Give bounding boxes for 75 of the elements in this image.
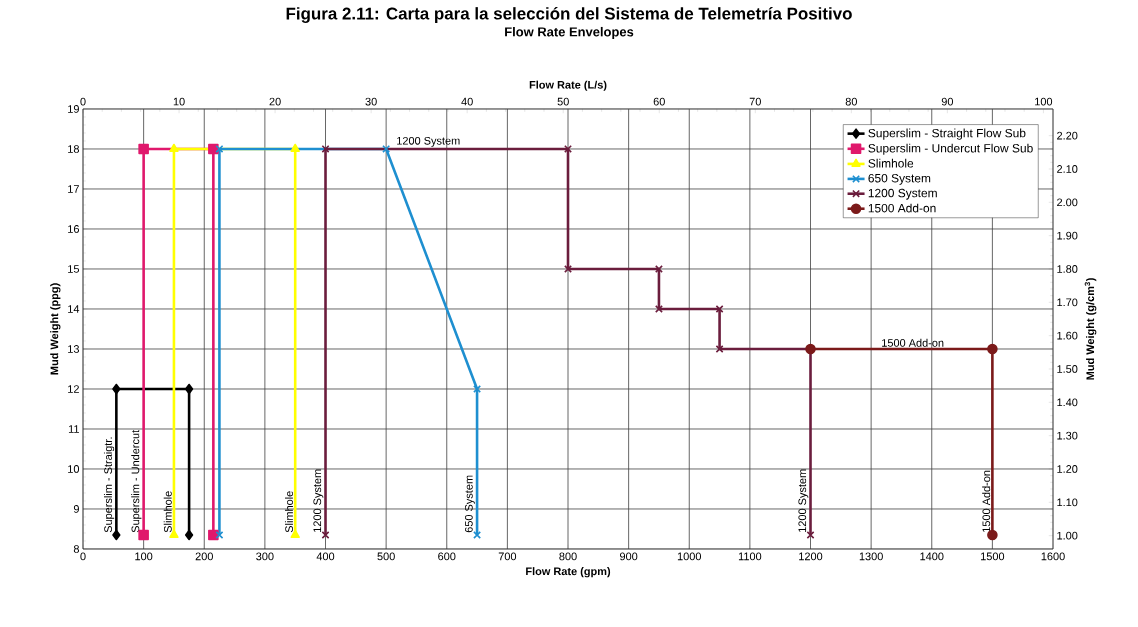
y-tick-label: 12 [68,385,79,393]
y-tick-label: 9 [73,505,79,513]
x2-tick-label: 50 [557,97,569,106]
y-tick-label: 11 [68,425,79,433]
y-tick-label: 17 [68,185,79,193]
x2-tick-label: 60 [653,97,665,106]
annotation: 1200 System [313,469,324,532]
y2-axis-title: Mud Weight (g/cm$^{3}$) [1084,278,1097,380]
x2-tick-label: 90 [941,97,954,106]
x-tick-label: 900 [620,552,638,561]
x-tick-label: 1300 [859,552,883,561]
x-tick-label: 200 [195,552,213,561]
x-tick-label: 300 [256,552,274,561]
x-tick-label: 500 [377,552,395,561]
legend-label: Slimhole [868,158,914,168]
annotation: 650 System [464,475,475,533]
y2-tick-label: 1.60 [1057,331,1078,340]
y2-tick-label: 2.00 [1057,198,1078,207]
chart-subtitle: Flow Rate Envelopes [505,26,634,40]
x-tick-label: 1200 [799,552,823,561]
x-tick-label: 1500 [981,552,1005,561]
annotation: 1200 System [798,469,809,532]
legend-label: Superslim - Undercut Flow Sub [868,143,1033,155]
x-tick-label: 1100 [738,552,762,561]
y-tick-label: 10 [68,465,80,473]
x2-tick-label: 70 [749,97,761,106]
y2-tick-label: 1.00 [1057,531,1078,540]
x-tick-label: 100 [135,552,153,561]
legend-label: 650 System [868,173,931,185]
y2-tick-label: 1.90 [1057,231,1078,240]
y2-tick-label: 1.20 [1057,465,1078,473]
x-tick-label: 600 [438,552,456,561]
y2-tick-label: 1.40 [1057,398,1078,407]
y-tick-label: 14 [68,305,80,313]
y-tick-label: 15 [68,265,80,273]
x2-tick-label: 10 [173,97,185,106]
x-tick-label: 800 [559,552,577,561]
x-tick-label: 1400 [920,552,944,561]
x2-tick-label: 30 [365,97,377,106]
y-axis-title: Mud Weight (ppg) [50,283,61,375]
x-tick-label: 700 [498,552,517,561]
y2-tick-label: 1.70 [1057,298,1078,307]
y2-tick-label: 1.80 [1057,265,1078,273]
y2-tick-label: 1.30 [1057,431,1078,440]
x2-tick-label: 0 [80,97,86,106]
y2-tick-label: 1.10 [1057,498,1078,507]
annotation: Slimhole [163,491,172,533]
legend-label: 1200 System [868,188,937,200]
chart-title: Figura 2.11: Carta para la selección del Sistema de Telemetría Positivo [286,6,852,23]
legend-label: Superslim - Straight Flow Sub [868,128,1026,140]
annotation: 1500 Add-on [982,470,991,532]
x2-tick-label: 40 [461,97,473,106]
x-tick-label: 1600 [1041,552,1065,561]
x2-tick-label: 80 [845,97,857,106]
annotation: 1200 System [397,136,460,147]
y2-tick-label: 1.50 [1057,365,1078,373]
x-tick-label: 0 [80,552,86,561]
annotation: Superslim - Undercut [131,429,142,533]
y2-tick-label: 2.10 [1057,165,1078,173]
x-axis-title: Flow Rate (gpm) [526,567,611,578]
y2-tick-label: 2.20 [1057,131,1078,140]
legend-label: 1500 Add-on [868,203,936,213]
x2-tick-label: 100 [1035,97,1053,106]
annotation: 1500 Add-on [882,338,944,347]
y-tick-label: 13 [68,345,79,353]
x-tick-label: 400 [316,552,335,561]
y-tick-label: 19 [68,105,79,113]
annotation: Superslim - Straigtr. [103,437,115,533]
y-tick-label: 18 [68,145,79,153]
y-tick-label: 8 [73,545,79,553]
y-tick-label: 16 [68,225,79,233]
x2-axis-title: Flow Rate (L/s) [529,80,607,91]
x-tick-label: 1000 [677,552,702,561]
x2-tick-label: 20 [269,97,281,106]
annotation: Slimhole [284,491,294,533]
